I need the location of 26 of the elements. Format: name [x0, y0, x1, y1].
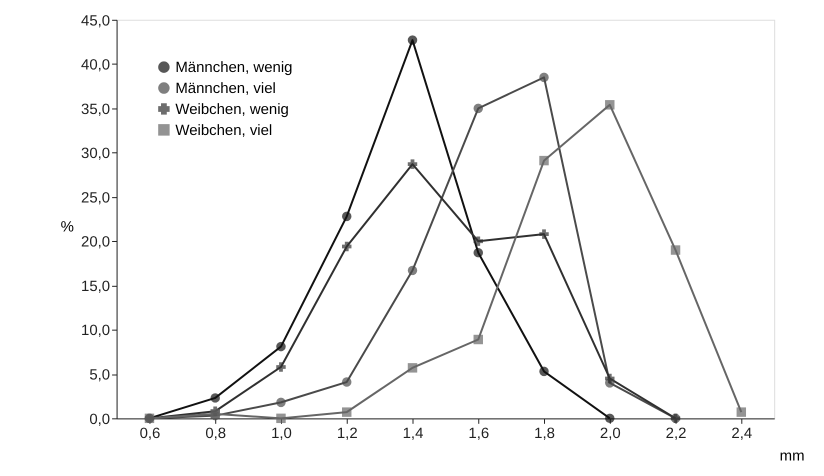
x-tick-label: 2,4 [731, 424, 752, 442]
legend-label: Weibchen, wenig [175, 100, 289, 118]
y-axis-title: % [60, 218, 74, 236]
y-tick-label: 20,0 [81, 234, 110, 251]
x-tick-label: 1,2 [336, 424, 358, 442]
y-tick-label: 30,0 [81, 145, 110, 162]
y-tick-label: 5,0 [89, 366, 110, 384]
x-tick-label: 0,8 [205, 424, 226, 442]
x-tick-label: 2,0 [600, 424, 621, 442]
y-tick-label: 10,0 [81, 322, 110, 340]
x-tick-label: 1,8 [534, 424, 555, 442]
legend-label: Weibchen, viel [175, 122, 272, 139]
x-tick-label: 2,2 [666, 424, 686, 442]
legend-label: Männchen, wenig [175, 59, 292, 76]
y-tick-label: 0,0 [89, 410, 110, 428]
x-tick-label: 1,0 [271, 424, 292, 442]
y-tick-label: 40,0 [81, 56, 110, 74]
legend-label: Männchen, viel [175, 80, 276, 98]
x-tick-label: 0,6 [140, 424, 160, 442]
y-tick-label: 45,0 [81, 12, 110, 30]
y-tick-label: 35,0 [81, 100, 110, 118]
y-tick-label: 15,0 [81, 278, 110, 295]
x-tick-label: 1,4 [402, 424, 424, 442]
x-tick-label: 1,6 [468, 424, 490, 442]
y-tick-label: 25,0 [81, 189, 110, 206]
x-axis-title: mm [780, 448, 805, 465]
